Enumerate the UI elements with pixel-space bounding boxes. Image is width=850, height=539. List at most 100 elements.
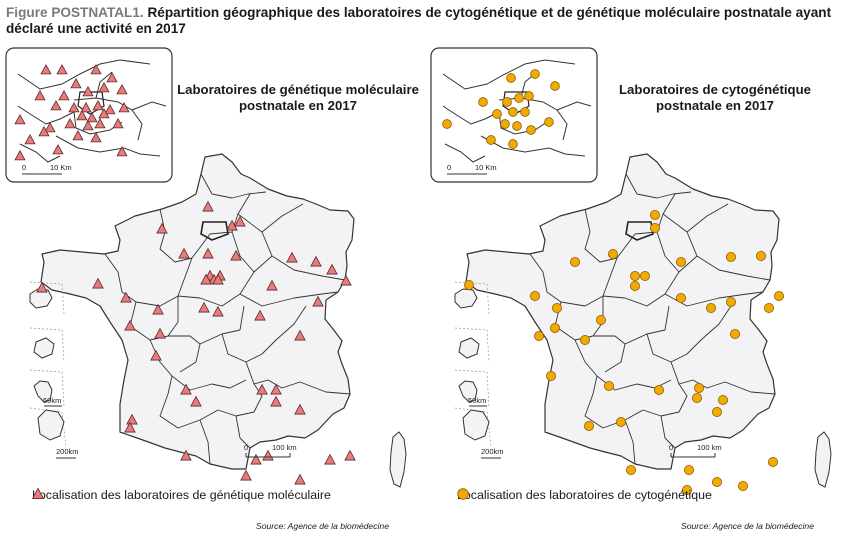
lab-circle-marker (508, 139, 518, 149)
lab-circle-marker (524, 91, 534, 101)
lab-triangle-marker (344, 449, 356, 461)
lab-circle-marker (514, 93, 524, 103)
overseas-frame (29, 281, 65, 315)
lab-circle-marker (546, 371, 556, 381)
overseas-territory (33, 337, 55, 359)
overseas-territories-cyto (454, 281, 501, 459)
lab-triangle-marker (86, 111, 98, 123)
lab-triangle-marker (40, 63, 52, 75)
lab-circle-marker (580, 335, 590, 345)
paris-zoom-box (625, 221, 654, 241)
region-border (171, 375, 247, 391)
lab-triangle-marker (202, 247, 214, 259)
region-border (199, 305, 245, 345)
lab-circle-marker (774, 291, 784, 301)
legend-label-cyto: Localisation des laboratoires de cytogén… (457, 488, 712, 502)
lab-circle-marker (684, 465, 694, 475)
lab-triangle-marker (64, 117, 76, 129)
region-border (560, 257, 618, 307)
inset-road (17, 105, 75, 125)
main-scale-label: 100 km (697, 443, 722, 452)
region-border (625, 173, 692, 199)
triangle-marker-icon (32, 488, 44, 499)
lab-triangle-marker (212, 273, 224, 285)
lab-circle-marker (530, 291, 540, 301)
lab-triangle-marker (226, 219, 238, 231)
lab-triangle-marker (262, 449, 274, 461)
inset-road (442, 59, 576, 90)
source-cyto: Source: Agence de la biomédecine (681, 521, 814, 531)
inset-road (444, 143, 486, 163)
region-border (104, 253, 137, 303)
lab-circle-marker (500, 119, 510, 129)
region-border (529, 253, 562, 303)
map-panel-cyto: 0 10 Km 0 100 km 50km 200km Laboratoires… (425, 44, 845, 539)
overseas-territory (458, 337, 480, 359)
region-border (221, 305, 307, 363)
lab-circle-marker (526, 125, 536, 135)
inset-road (55, 135, 161, 157)
lab-circle-marker (544, 117, 554, 127)
lab-triangle-marker (340, 274, 352, 286)
lab-circle-marker (552, 303, 562, 313)
lab-circle-marker (650, 223, 660, 233)
lab-circle-marker (712, 477, 722, 487)
lab-triangle-marker (24, 133, 36, 145)
map-panel-molecular: 0 10 Km 0 100 km 50km 200km Laboratoires… (0, 44, 420, 539)
overseas-frame (29, 407, 67, 447)
inset-scale-zero: 0 (447, 163, 451, 172)
lab-circle-marker (550, 323, 560, 333)
region-border (200, 173, 267, 199)
region-border (624, 419, 636, 465)
lab-triangle-marker (92, 277, 104, 289)
region-border (261, 231, 346, 281)
map-title-line2: postnatale en 2017 (655, 98, 774, 113)
lab-triangle-marker (104, 103, 116, 115)
legend-molecular: Localisation des laboratoires de génétiq… (32, 488, 331, 502)
lab-triangle-marker (286, 251, 298, 263)
lab-circle-marker (502, 97, 512, 107)
dom-scale-large: 200km (481, 447, 504, 456)
region-border (662, 203, 729, 233)
lab-triangle-marker (200, 273, 212, 285)
paris-zoom-box (200, 221, 229, 241)
region-border (239, 291, 339, 307)
lab-circle-marker (534, 331, 544, 341)
lab-circle-marker (694, 383, 704, 393)
france-outline (40, 153, 355, 470)
inset-road (498, 111, 548, 135)
main-scale-molecular: 0 100 km (244, 443, 297, 458)
lab-triangle-marker (254, 309, 266, 321)
lab-triangle-marker (38, 125, 50, 137)
figure-title: Figure POSTNATAL1. Répartition géographi… (6, 5, 844, 37)
lab-circle-marker (464, 280, 474, 290)
lab-circle-marker (650, 210, 660, 220)
lab-circle-marker (768, 457, 778, 467)
lab-triangle-marker (36, 281, 48, 293)
map-title-cyto: Laboratoires de cytogénétique postnatale… (605, 82, 825, 114)
lab-triangle-marker (326, 263, 338, 275)
inset-road (95, 71, 113, 99)
lab-triangle-marker (52, 143, 64, 155)
lab-circle-marker (604, 381, 614, 391)
region-border (237, 203, 304, 233)
inset-road (480, 135, 586, 157)
inset-road (442, 105, 500, 125)
dom-scale-small: 50km (468, 396, 486, 405)
overseas-territory (37, 409, 65, 441)
lab-triangle-marker (294, 473, 306, 485)
main-scale-label: 100 km (272, 443, 297, 452)
lab-circle-marker (676, 257, 686, 267)
overseas-territory (462, 409, 490, 441)
region-border (235, 415, 251, 449)
corsica-outline (814, 431, 832, 488)
lab-triangle-marker (98, 81, 110, 93)
lab-triangle-marker (324, 453, 336, 465)
overseas-frame (454, 407, 492, 447)
overseas-territory (454, 288, 478, 309)
lab-circle-marker (520, 107, 530, 117)
circle-marker-icon (457, 488, 469, 500)
region-border (660, 415, 676, 449)
lab-circle-marker (676, 293, 686, 303)
overseas-frame (454, 369, 490, 407)
